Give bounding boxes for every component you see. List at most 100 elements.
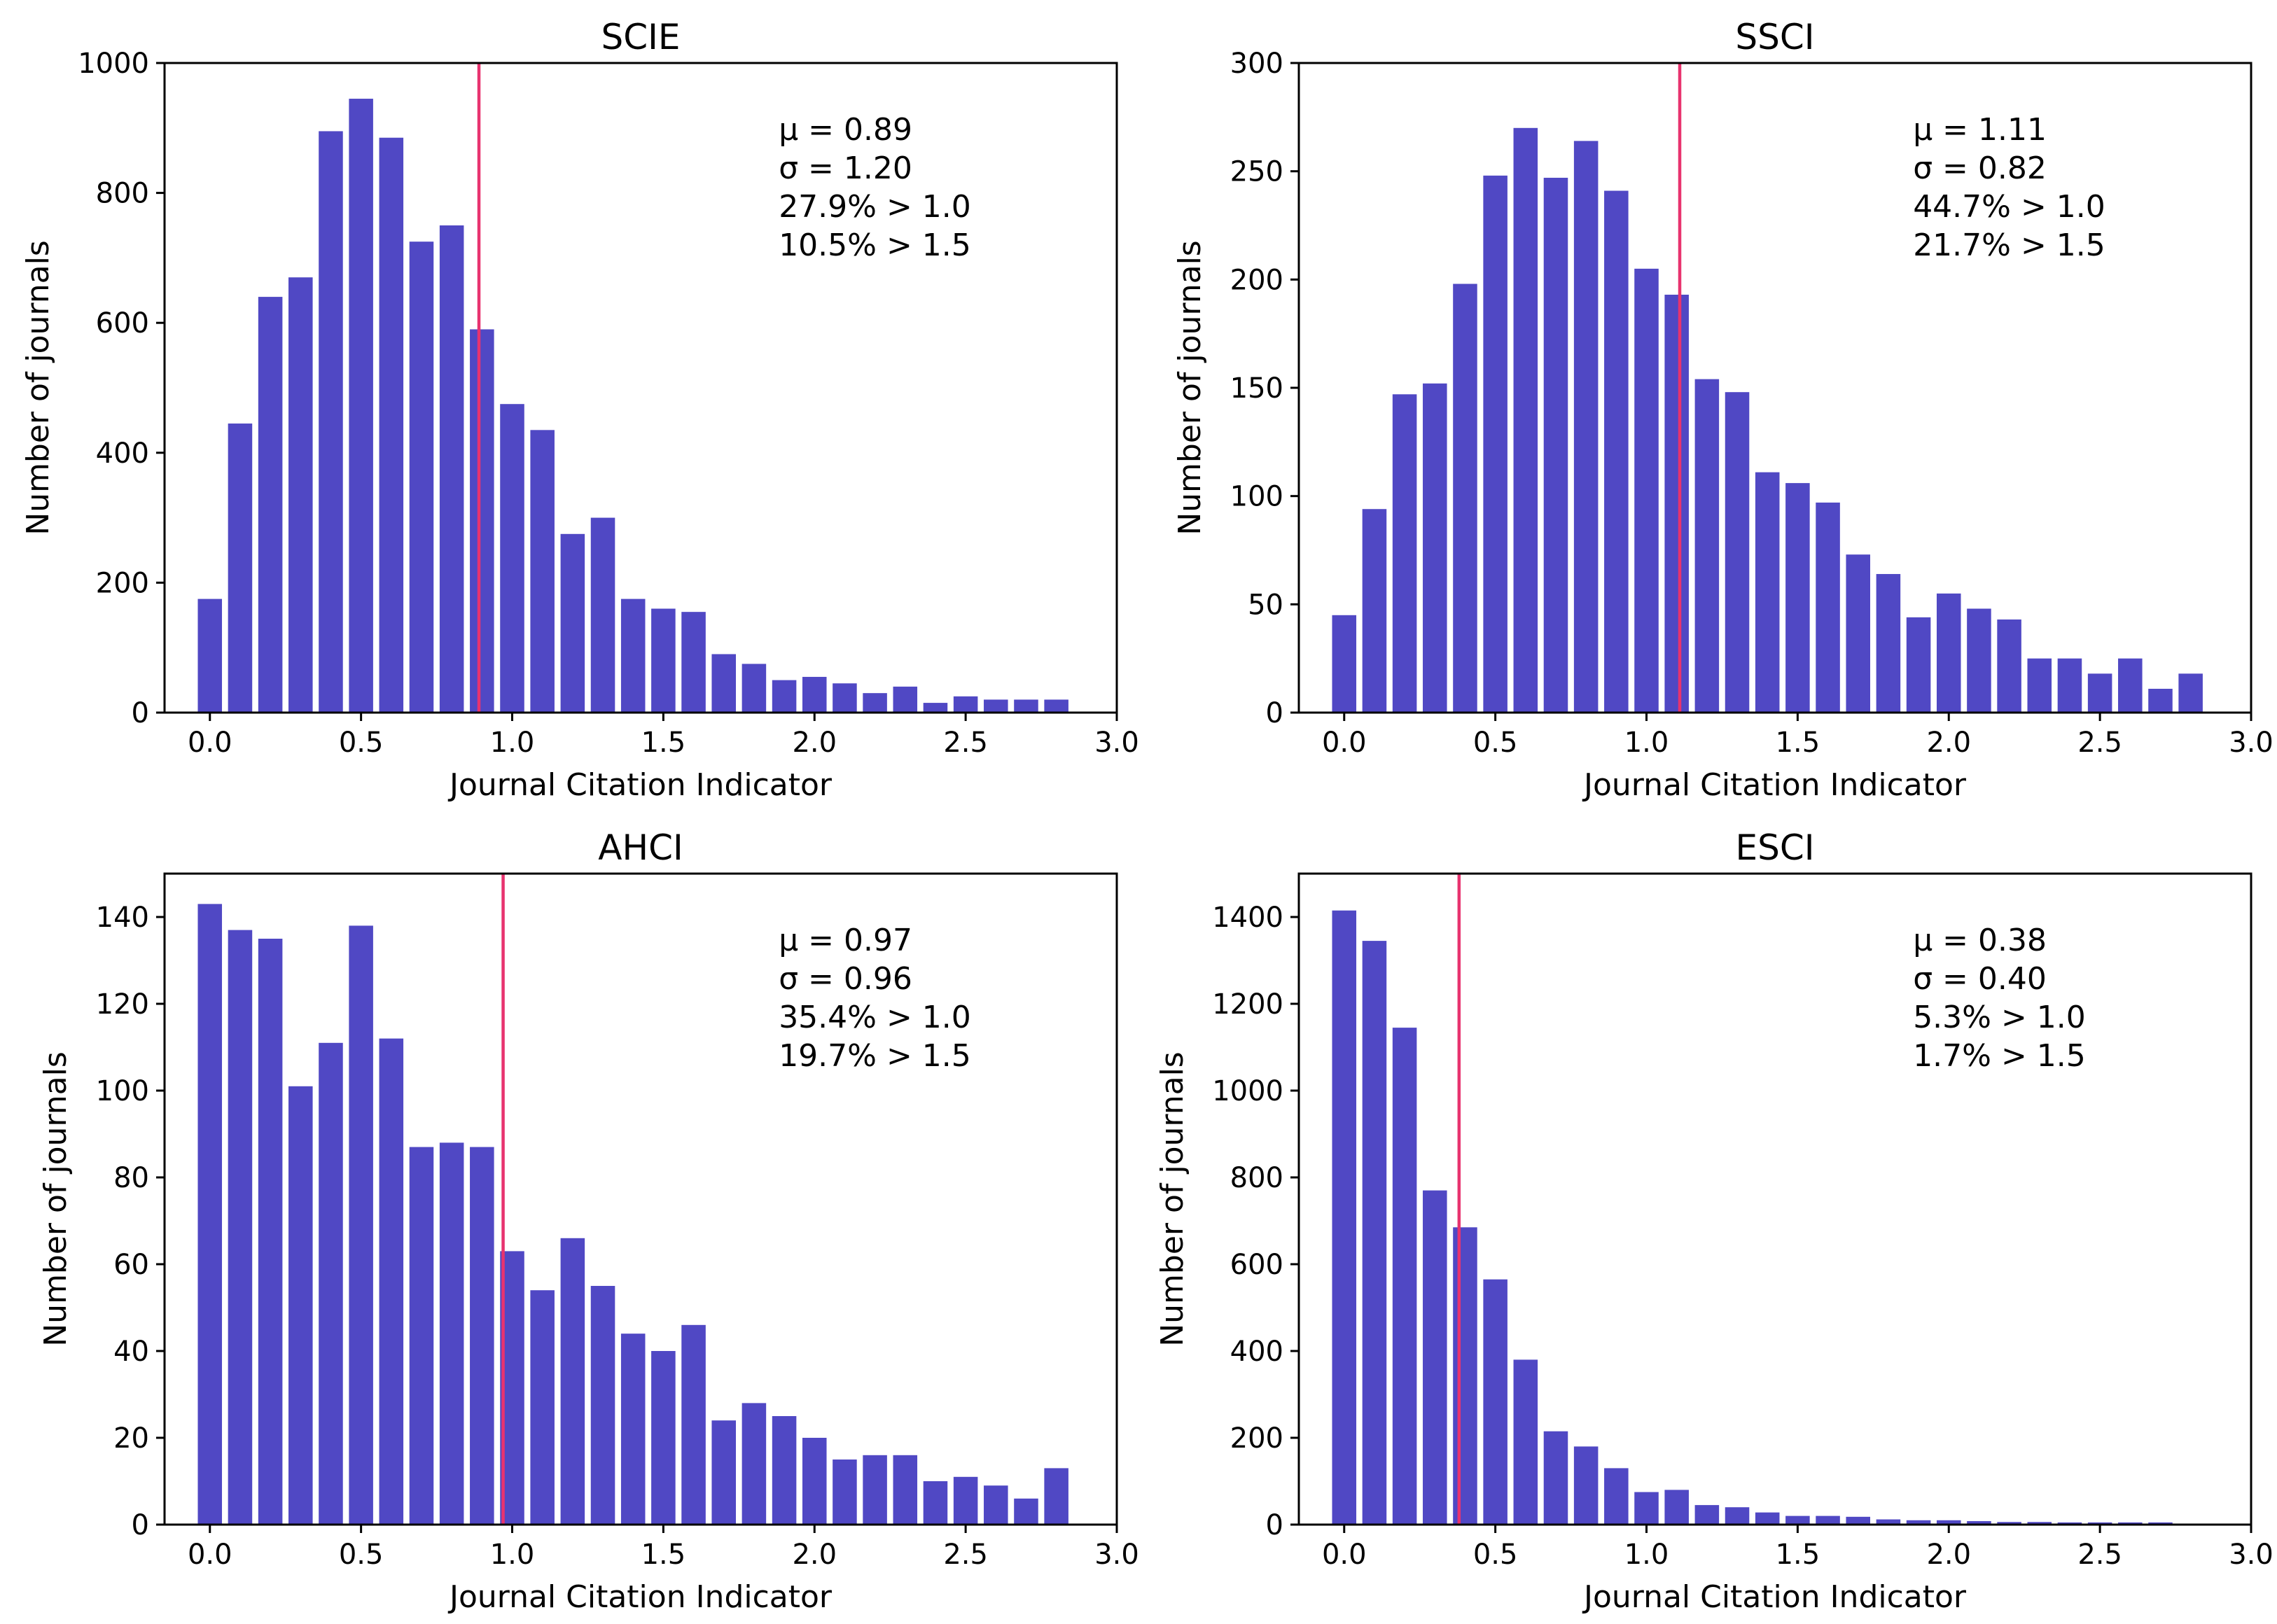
histogram-bar <box>651 608 676 713</box>
x-tick-label: 2.5 <box>2077 727 2122 759</box>
histogram-bar <box>409 1147 434 1525</box>
histogram-bar <box>802 676 827 713</box>
histogram-bar <box>560 1238 585 1525</box>
histogram-bar <box>560 533 585 713</box>
histogram-bar <box>620 1334 646 1525</box>
histogram-bar <box>1785 483 1810 713</box>
histogram-bar <box>802 1438 827 1525</box>
histogram-bar <box>319 1042 343 1525</box>
histogram-bar <box>1483 1279 1507 1525</box>
histogram-bar <box>258 297 283 713</box>
x-tick-label: 3.0 <box>2229 727 2273 759</box>
histogram-bar <box>1725 392 1750 713</box>
histogram-bar <box>863 693 887 713</box>
y-tick-label: 600 <box>1230 1249 1283 1281</box>
histogram-bar <box>590 1286 615 1525</box>
x-axis-label: Journal Citation Indicator <box>447 767 833 803</box>
histogram-bar <box>833 1460 857 1525</box>
stats-annotation: 19.7% > 1.5 <box>779 1038 971 1074</box>
histogram-bar <box>711 1420 736 1525</box>
histogram-bar <box>2087 1522 2112 1525</box>
histogram-bar <box>953 1476 978 1525</box>
histogram-bar <box>681 1324 706 1525</box>
histogram-bar <box>953 696 978 713</box>
y-tick-label: 200 <box>1230 264 1283 296</box>
stats-annotation: 5.3% > 1.0 <box>1913 1000 2086 1035</box>
panel-title: ESCI <box>1736 827 1815 868</box>
y-tick-label: 80 <box>113 1162 149 1194</box>
x-tick-label: 2.5 <box>943 1539 988 1571</box>
x-tick-label: 0.0 <box>1322 727 1367 759</box>
histogram-bar <box>1876 1519 1901 1525</box>
histogram-bar <box>1846 554 1870 713</box>
x-tick-label: 0.0 <box>1322 1539 1367 1571</box>
histogram-bar <box>228 930 253 1525</box>
x-tick-label: 1.0 <box>1624 1539 1669 1571</box>
y-tick-label: 400 <box>96 438 149 470</box>
y-tick-label: 0 <box>1266 697 1283 729</box>
histogram-bar <box>1573 1446 1599 1525</box>
histogram-bar <box>1604 1468 1629 1525</box>
histogram-bar <box>349 99 373 713</box>
histogram-bar <box>984 699 1008 713</box>
histogram-bar <box>1014 1498 1038 1525</box>
histogram-bar <box>530 430 555 713</box>
histogram-bar <box>1423 1190 1447 1525</box>
stats-annotation: μ = 1.11 <box>1913 112 2047 148</box>
y-tick-label: 250 <box>1230 156 1283 188</box>
x-axis-label: Journal Citation Indicator <box>447 1579 833 1615</box>
histogram-bar <box>923 703 948 713</box>
histogram-bar <box>197 904 223 1525</box>
x-tick-label: 1.0 <box>490 1539 535 1571</box>
histogram-bar <box>349 925 373 1525</box>
histogram-bar <box>1513 127 1538 713</box>
histogram-bar <box>1332 910 1357 1525</box>
histogram-bar <box>439 1142 464 1525</box>
y-tick-label: 100 <box>1230 481 1283 513</box>
y-tick-label: 1400 <box>1212 902 1283 934</box>
histogram-bar <box>1453 284 1477 713</box>
plot-frame <box>1297 872 2252 1526</box>
histogram-bar <box>1543 177 1568 713</box>
y-tick-label: 140 <box>96 902 149 934</box>
histogram-bar <box>439 225 464 713</box>
stats-annotation: 21.7% > 1.5 <box>1913 227 2105 263</box>
y-tick-label: 200 <box>1230 1422 1283 1455</box>
x-tick-label: 2.0 <box>792 727 837 759</box>
chart-panel-esci: 0.0 0.5 1.0 1.5 2.0 2.5 3.0 0 200 400 600 800 1000 12… <box>1155 827 2273 1615</box>
histogram-bar <box>1392 1028 1417 1525</box>
x-tick-label: 0.5 <box>339 727 384 759</box>
histogram-bar <box>288 1086 313 1525</box>
histogram-bar <box>1453 1227 1477 1525</box>
plot-frame <box>163 62 1118 714</box>
histogram-bar <box>651 1351 676 1525</box>
x-tick-label: 3.0 <box>1094 1539 1139 1571</box>
y-tick-label: 200 <box>96 567 149 599</box>
histogram-bar <box>319 131 343 713</box>
histogram-bar <box>2027 1522 2052 1525</box>
histogram-bar <box>1785 1516 1810 1525</box>
x-tick-label: 0.5 <box>1473 1539 1518 1571</box>
y-tick-label: 60 <box>113 1249 149 1281</box>
x-tick-label: 0.0 <box>188 727 232 759</box>
stats-annotation: 35.4% > 1.0 <box>779 1000 971 1035</box>
x-tick-label: 1.5 <box>641 727 686 759</box>
histogram-bar <box>1573 141 1599 713</box>
histogram-bar <box>409 241 434 713</box>
histogram-bar <box>1816 1516 1840 1525</box>
chart-panel-scie: 0.0 0.5 1.0 1.5 2.0 2.5 3.0 0 200 400 600 800 1000 SC… <box>20 17 1139 803</box>
chart-panel-ahci: 0.0 0.5 1.0 1.5 2.0 2.5 3.0 0 20 40 60 80 100 120 140 A… <box>38 827 1139 1615</box>
x-tick-label: 2.5 <box>2077 1539 2122 1571</box>
histogram-bar <box>741 1403 767 1525</box>
plot-frame <box>163 872 1118 1526</box>
y-tick-label: 20 <box>113 1422 149 1455</box>
histogram-bar <box>1044 699 1068 713</box>
y-tick-label: 150 <box>1230 372 1283 405</box>
x-tick-label: 1.5 <box>1776 1539 1820 1571</box>
histogram-bar <box>1967 608 1991 713</box>
histogram-bar <box>2087 673 2112 713</box>
histogram-bar <box>2118 658 2143 713</box>
x-tick-label: 1.5 <box>641 1539 686 1571</box>
histogram-bar <box>1846 1516 1870 1525</box>
histogram-bar <box>1604 190 1629 713</box>
